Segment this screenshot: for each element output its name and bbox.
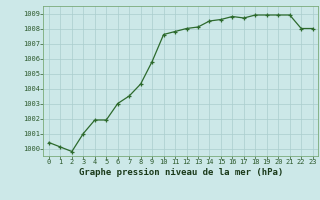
X-axis label: Graphe pression niveau de la mer (hPa): Graphe pression niveau de la mer (hPa) [79, 168, 283, 177]
